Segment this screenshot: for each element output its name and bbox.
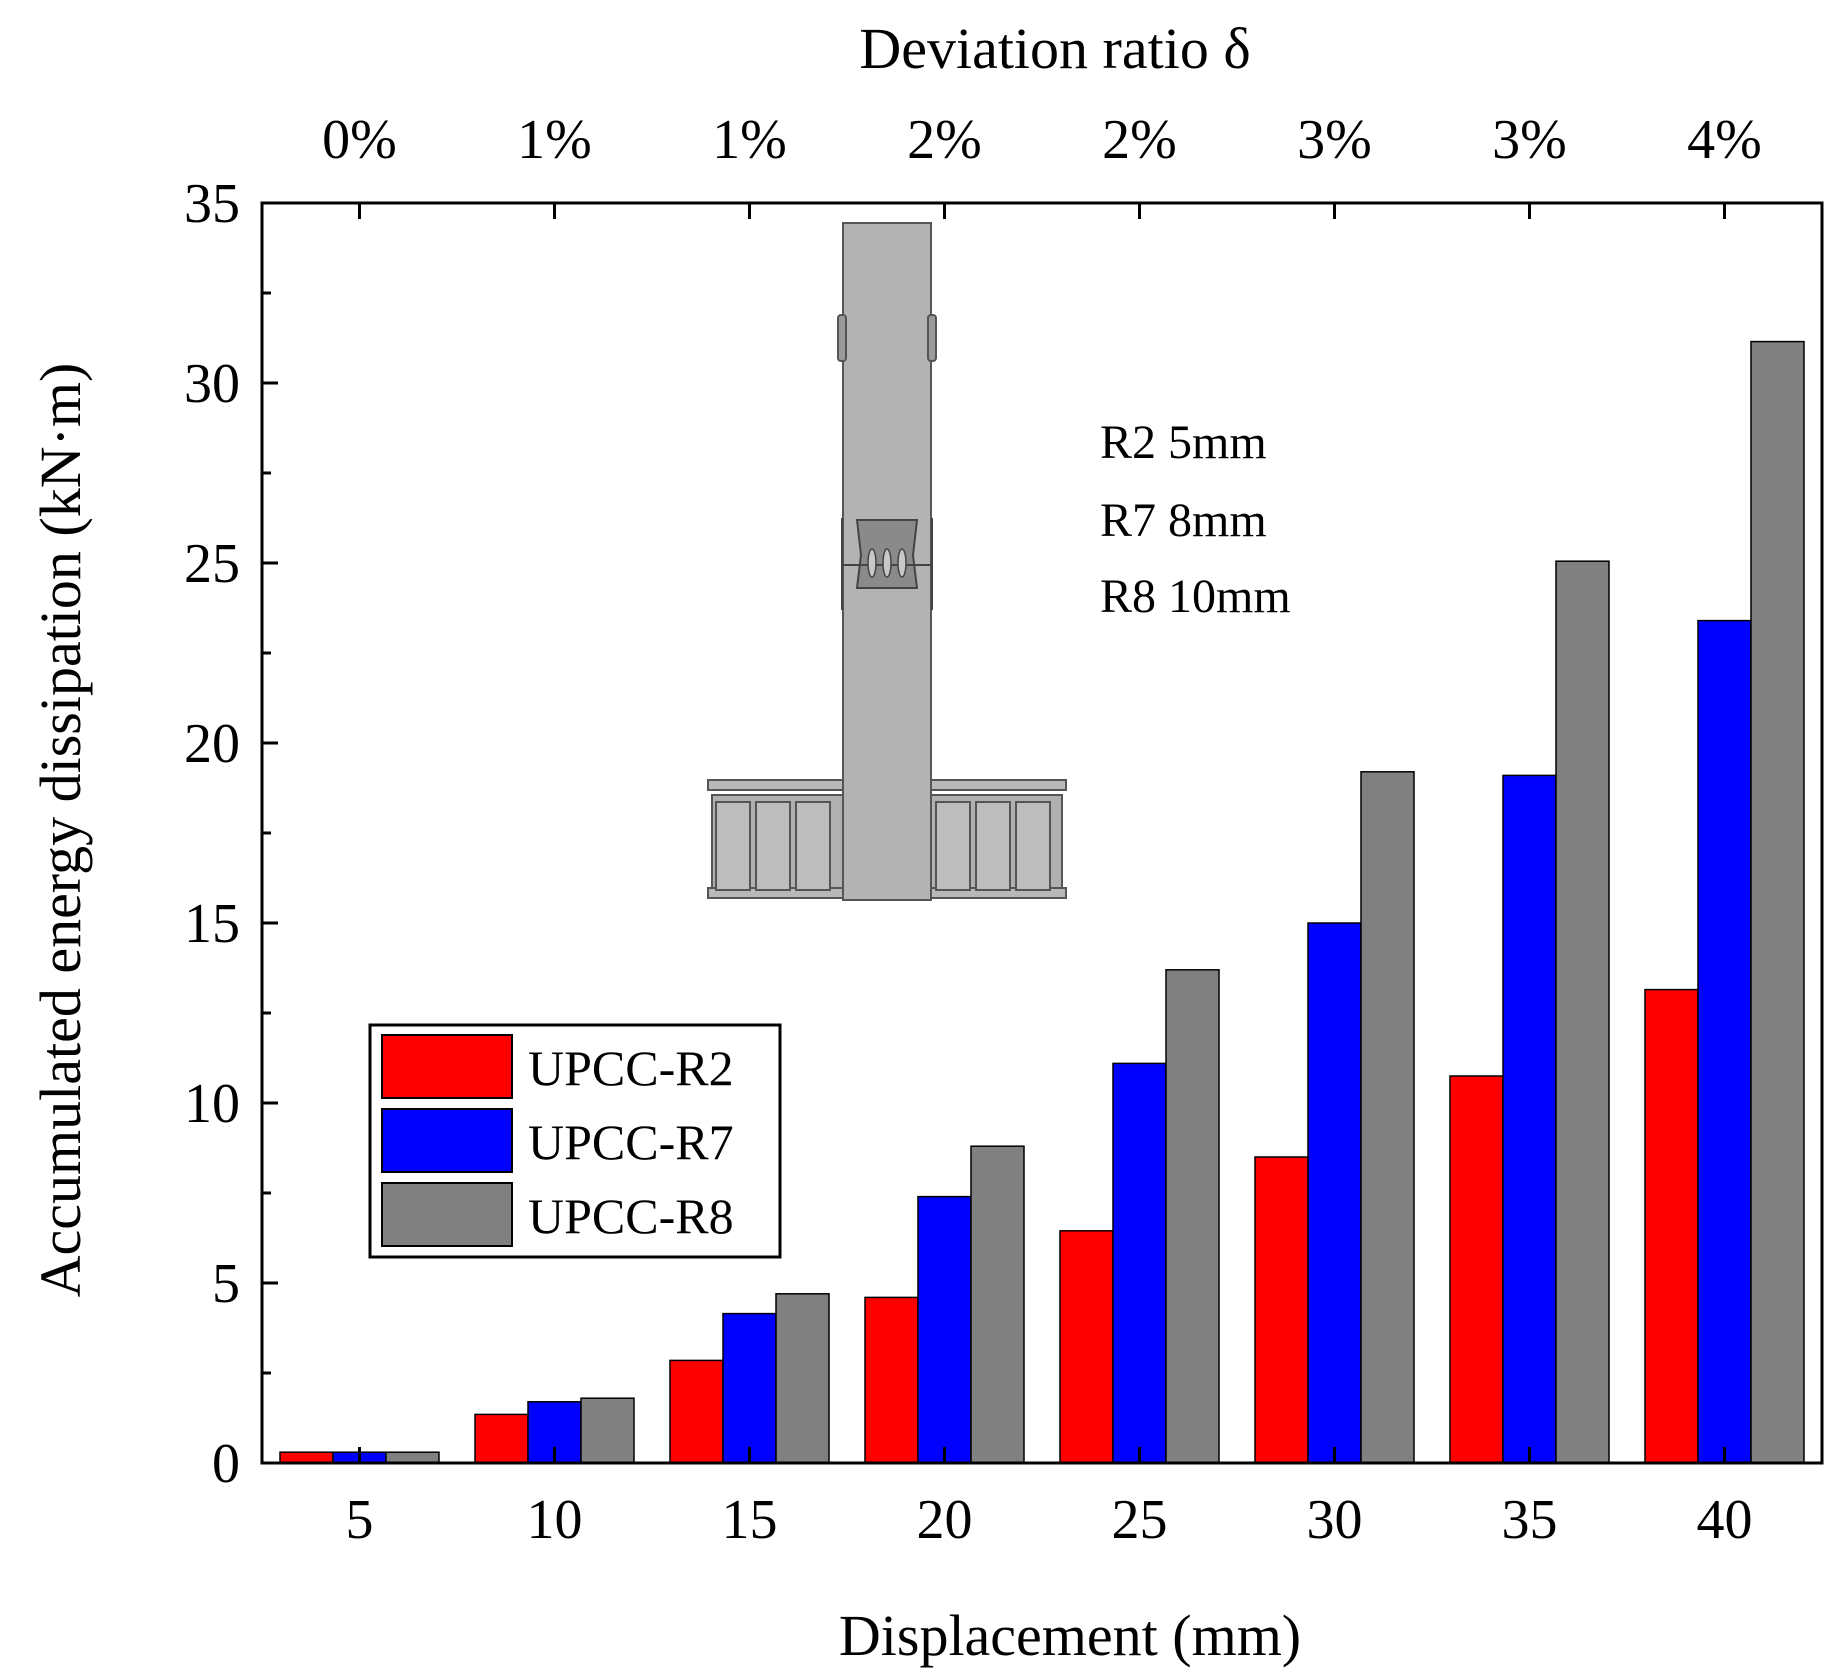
top-tick-label: 1% [712, 109, 787, 171]
top-tick-label: 3% [1492, 109, 1567, 171]
y-tick-label: 30 [184, 353, 240, 415]
y-tick-label: 25 [184, 533, 240, 595]
x-tick-label: 20 [917, 1489, 973, 1551]
ticks-layer: 0 5 10 15 20 25 30 35 5 0% 10 1% 15 1% 20 2% 25 2% 30 3% 35 3… [184, 109, 1762, 1551]
legend-swatch [381, 1108, 513, 1173]
bar-upcc-r2-35 [1449, 1075, 1504, 1464]
bars-layer [279, 340, 1805, 1464]
legend: UPCC-R2 UPCC-R7 UPCC-R8 [368, 1023, 782, 1259]
bar-upcc-r7-15 [722, 1312, 777, 1464]
bar-upcc-r2-10 [474, 1413, 529, 1464]
top-tick-label: 3% [1297, 109, 1372, 171]
legend-swatch [381, 1034, 513, 1099]
y-tick-label: 0 [212, 1433, 240, 1495]
bar-upcc-r2-15 [669, 1359, 724, 1464]
y-tick-label: 10 [184, 1073, 240, 1135]
top-axis-title: Deviation ratio δ [859, 16, 1250, 81]
bar-upcc-r8-35 [1555, 560, 1610, 1464]
x-tick-label: 15 [722, 1489, 778, 1551]
legend-swatch [381, 1182, 513, 1247]
y-tick-label: 20 [184, 713, 240, 775]
top-tick-label: 0% [322, 109, 397, 171]
bar-upcc-r7-30 [1307, 922, 1362, 1464]
y-tick-label: 35 [184, 173, 240, 235]
bar-upcc-r2-20 [864, 1296, 919, 1464]
top-tick-label: 2% [907, 109, 982, 171]
bar-upcc-r8-30 [1360, 771, 1415, 1464]
legend-label: UPCC-R8 [528, 1188, 734, 1244]
bar-upcc-r8-20 [970, 1145, 1025, 1464]
specimen-annotation: R2 5mm R7 8mm R8 10mm [1100, 416, 1291, 623]
legend-label: UPCC-R7 [528, 1114, 734, 1170]
bar-upcc-r8-25 [1165, 969, 1220, 1464]
y-tick-label: 5 [212, 1253, 240, 1315]
bar-upcc-r8-5 [385, 1451, 440, 1464]
annotation-line: R2 5mm [1100, 416, 1267, 469]
top-tick-label: 4% [1687, 109, 1762, 171]
top-tick-label: 2% [1102, 109, 1177, 171]
legend-label: UPCC-R2 [528, 1040, 734, 1096]
x-tick-label: 25 [1112, 1489, 1168, 1551]
x-tick-label: 30 [1307, 1489, 1363, 1551]
y-tick-label: 15 [184, 893, 240, 955]
bar-upcc-r2-25 [1059, 1230, 1114, 1464]
annotation-line: R8 10mm [1100, 570, 1291, 623]
x-tick-label: 5 [346, 1489, 374, 1551]
bar-upcc-r7-40 [1697, 619, 1752, 1464]
bar-upcc-r2-40 [1644, 988, 1699, 1464]
x-tick-label: 40 [1697, 1489, 1753, 1551]
bar-upcc-r7-25 [1112, 1062, 1167, 1464]
column-specimen-diagram [707, 222, 1067, 901]
bar-upcc-r7-35 [1502, 774, 1557, 1464]
top-tick-label: 1% [517, 109, 592, 171]
x-axis-title: Displacement (mm) [839, 1603, 1301, 1668]
bar-upcc-r2-30 [1254, 1156, 1309, 1464]
y-axis-title: Accumulated energy dissipation (kN·m) [28, 363, 93, 1298]
bar-upcc-r7-20 [917, 1195, 972, 1464]
bar-upcc-r2-5 [279, 1451, 334, 1464]
x-tick-label: 35 [1502, 1489, 1558, 1551]
bar-upcc-r8-40 [1750, 340, 1805, 1464]
bar-upcc-r8-15 [775, 1293, 830, 1464]
annotation-line: R7 8mm [1100, 494, 1267, 547]
bar-upcc-r8-10 [580, 1397, 635, 1464]
x-tick-label: 10 [527, 1489, 583, 1551]
